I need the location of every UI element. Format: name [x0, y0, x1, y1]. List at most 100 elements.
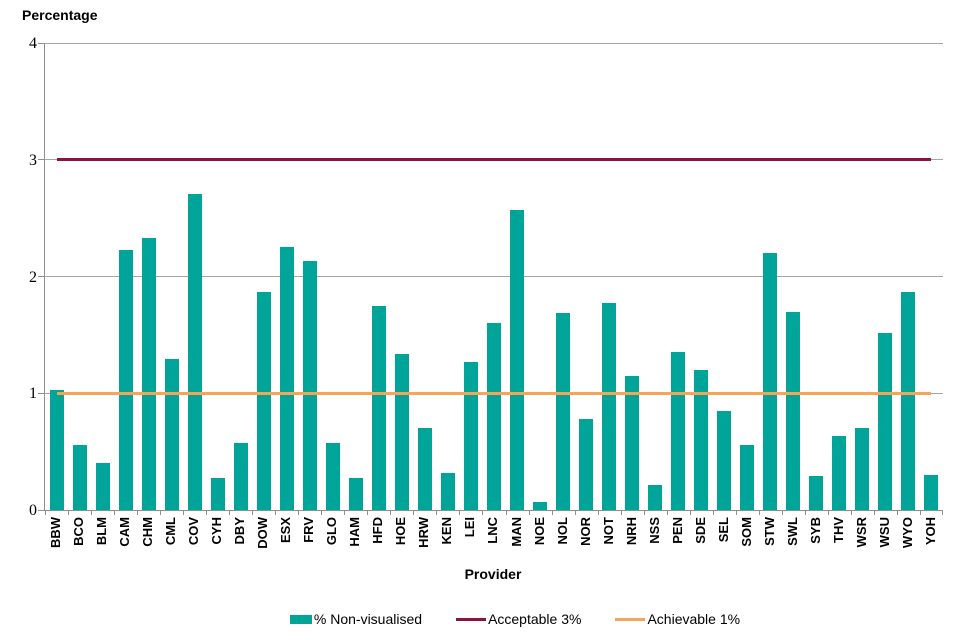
- x-tick-label: LNC: [481, 517, 504, 561]
- acceptable-line: [56, 158, 932, 162]
- x-axis-tick: [137, 510, 139, 515]
- x-axis-tick: [68, 510, 70, 515]
- bar: [49, 389, 64, 510]
- x-tick-label: PEN: [666, 517, 689, 561]
- x-axis-tick: [436, 510, 438, 515]
- bar: [440, 472, 455, 510]
- bar: [510, 209, 525, 510]
- x-tick-label: NRH: [620, 517, 643, 561]
- x-axis-tick: [183, 510, 185, 515]
- y-axis-tick: [38, 392, 44, 394]
- x-axis-tick: [666, 510, 668, 515]
- x-tick-label-text: YOH: [922, 517, 938, 546]
- x-tick-label: SYB: [804, 517, 827, 561]
- x-tick-label-text: BCO: [71, 517, 87, 546]
- bar: [302, 261, 317, 510]
- x-tick-label-text: SDE: [692, 517, 708, 544]
- bar: [72, 444, 87, 510]
- x-tick-label-text: SYB: [807, 517, 823, 544]
- x-tick-label-text: WSR: [853, 517, 869, 548]
- x-axis-tick: [413, 510, 415, 515]
- x-axis-tick: [160, 510, 162, 515]
- bar: [832, 436, 847, 510]
- x-tick-label-text: NOL: [554, 517, 570, 545]
- y-axis-title: Percentage: [22, 7, 98, 23]
- bar: [556, 312, 571, 510]
- x-axis-tick: [896, 510, 898, 515]
- legend-item: Acceptable 3%: [456, 611, 581, 627]
- y-tick-label: 3: [29, 151, 37, 169]
- legend-label: Acceptable 3%: [488, 611, 582, 627]
- x-tick-label-text: HOE: [393, 517, 409, 546]
- x-tick-label-text: HAM: [347, 517, 363, 547]
- x-axis-labels: BBW BCO BLM CAM CHM CML COV CYH DBY DOW ESX FRV GLO H…: [44, 517, 942, 561]
- bar: [210, 478, 225, 510]
- x-tick-label-text: WYO: [899, 517, 915, 549]
- x-tick-label: FRV: [297, 517, 320, 561]
- x-axis-tick: [298, 510, 300, 515]
- x-tick-label-text: COV: [186, 517, 202, 546]
- x-tick-label-text: SEL: [715, 517, 731, 543]
- y-tick-label: 2: [29, 268, 37, 286]
- x-axis-tick: [850, 510, 852, 515]
- x-tick-label: CAM: [113, 517, 136, 561]
- x-axis-tick: [574, 510, 576, 515]
- x-axis-tick: [827, 510, 829, 515]
- x-tick-label-text: CML: [163, 517, 179, 546]
- x-tick-label-text: BLM: [94, 517, 110, 546]
- x-axis-tick: [459, 510, 461, 515]
- x-tick-label: GLO: [320, 517, 343, 561]
- y-tick-label: 4: [29, 35, 37, 52]
- x-axis-tick: [620, 510, 622, 515]
- bar: [325, 443, 340, 510]
- bar: [371, 305, 386, 510]
- x-axis-tick: [321, 510, 323, 515]
- legend-line-swatch: [615, 617, 646, 621]
- x-tick-label: CHM: [136, 517, 159, 561]
- gridline: [45, 42, 943, 44]
- x-axis-tick: [482, 510, 484, 515]
- x-axis-tick: [758, 510, 760, 515]
- x-tick-label: CML: [159, 517, 182, 561]
- x-axis-tick: [551, 510, 553, 515]
- plot-area: 0 1 2 3 4: [29, 36, 943, 519]
- bar: [417, 428, 432, 510]
- bar: [602, 303, 617, 510]
- legend: % Non-visualised Acceptable 3% Achievable …: [0, 606, 960, 632]
- legend-item: % Non-visualised: [289, 611, 422, 627]
- bar: [533, 501, 548, 510]
- x-tick-label: SEL: [712, 517, 735, 561]
- x-axis-tick: [229, 510, 231, 515]
- x-tick-label: MAN: [505, 517, 528, 561]
- x-tick-label-text: NRH: [623, 517, 639, 546]
- x-tick-label-text: CAM: [117, 517, 133, 547]
- x-tick-label-text: LNC: [485, 517, 501, 544]
- bar: [463, 361, 478, 510]
- x-axis-title: Provider: [464, 566, 522, 582]
- bar: [717, 410, 732, 510]
- x-tick-label: YOH: [919, 517, 942, 561]
- legend-label: Achievable 1%: [647, 611, 741, 627]
- x-axis-tick: [712, 510, 714, 515]
- bar: [256, 291, 271, 510]
- bar: [394, 353, 409, 510]
- x-tick-label-text: CHM: [140, 517, 156, 547]
- x-axis-tick: [206, 510, 208, 515]
- x-axis-tick: [919, 510, 921, 515]
- x-tick-label: WSU: [873, 517, 896, 561]
- x-axis-tick: [344, 510, 346, 515]
- x-tick-label: NOL: [551, 517, 574, 561]
- x-tick-label: THV: [827, 517, 850, 561]
- bar: [740, 444, 755, 510]
- x-tick-label: KEN: [435, 517, 458, 561]
- x-tick-label: SDE: [689, 517, 712, 561]
- x-axis-tick: [597, 510, 599, 515]
- x-tick-label: LEI: [458, 517, 481, 561]
- x-tick-label: BBW: [44, 517, 67, 561]
- bar: [348, 478, 363, 510]
- bar: [809, 476, 824, 510]
- x-tick-label-text: NOT: [600, 517, 616, 545]
- x-tick-label-text: HFD: [370, 517, 386, 544]
- x-tick-label-text: NOR: [577, 517, 593, 546]
- bar: [625, 375, 640, 510]
